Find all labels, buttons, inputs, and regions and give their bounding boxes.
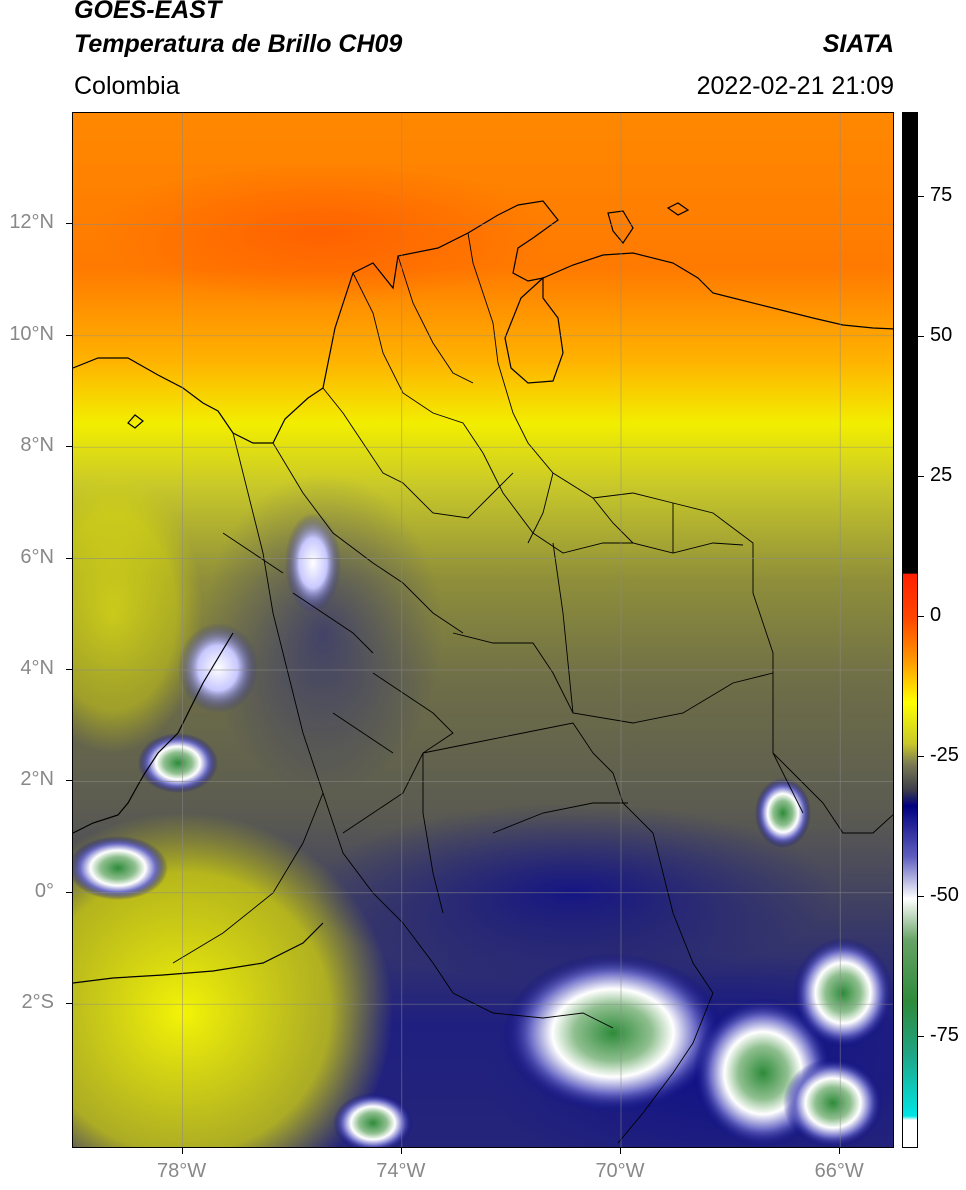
colorbar (902, 112, 918, 1148)
latitude-tick-label: 0° (34, 879, 54, 902)
region-label: Colombia (74, 72, 180, 100)
colorbar-tick (918, 336, 924, 337)
colorbar-tick-label: -25 (930, 744, 959, 766)
colorbar-tick-label: -75 (930, 1024, 959, 1046)
colorbar-tick-label: 50 (930, 324, 953, 346)
latitude-tick-label: 10°N (9, 322, 54, 345)
latitude-tick (66, 668, 72, 670)
latitude-tick (66, 334, 72, 336)
latitude-tick (66, 223, 72, 225)
colorbar-tick-label: 75 (930, 184, 953, 206)
satellite-map (73, 113, 893, 1147)
title-line-2: Temperatura de Brillo CH09 (74, 30, 403, 58)
graticule (73, 113, 893, 1147)
latitude-tick (66, 891, 72, 893)
colorbar-tick (918, 1036, 924, 1037)
longitude-tick (620, 1148, 621, 1154)
colorbar-tick (918, 196, 924, 197)
colorbar-tick (918, 756, 924, 757)
longitude-tick (839, 1148, 841, 1154)
longitude-tick-label: 74°W (376, 1160, 426, 1182)
colorbar-tick (918, 476, 924, 477)
longitude-tick-label: 70°W (595, 1160, 645, 1182)
longitude-tick-label: 78°W (157, 1160, 207, 1182)
latitude-tick (66, 780, 72, 782)
map-frame (72, 112, 894, 1148)
timestamp-label: 2022-02-21 21:09 (696, 72, 894, 100)
colorbar-tick (918, 896, 924, 897)
latitude-tick (66, 446, 72, 448)
colorbar-tick-label: 0 (930, 604, 942, 626)
longitude-tick (400, 1148, 402, 1154)
title-line-1: GOES-EAST (74, 0, 222, 24)
latitude-tick-label: 2°N (20, 768, 54, 791)
longitude-tick-label: 66°W (814, 1160, 864, 1182)
latitude-tick-label: 6°N (20, 545, 54, 568)
colorbar-tick-label: -50 (930, 884, 959, 906)
latitude-tick-label: 8°N (20, 434, 54, 457)
latitude-tick-label: 12°N (9, 211, 54, 234)
latitude-tick (66, 1003, 72, 1005)
coastlines (73, 200, 893, 984)
longitude-tick (181, 1148, 183, 1154)
latitude-tick-label: 4°N (20, 656, 54, 679)
latitude-tick-label: 2°S (21, 991, 54, 1014)
source-label: SIATA (822, 30, 894, 58)
colorbar-tick (918, 616, 924, 617)
colorbar-tick-label: 25 (930, 464, 953, 486)
latitude-tick (66, 557, 72, 559)
